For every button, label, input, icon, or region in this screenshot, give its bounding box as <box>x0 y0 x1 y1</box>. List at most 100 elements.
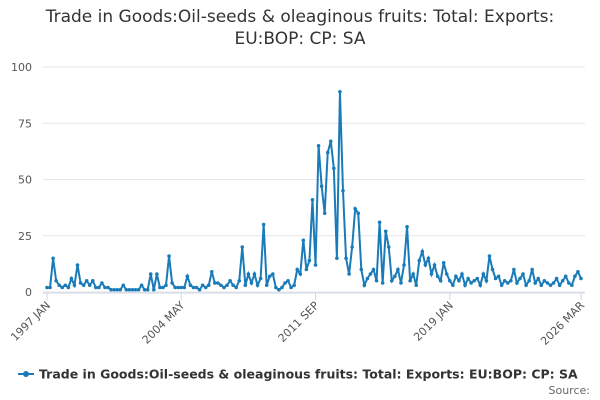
x-tick-label: 2019 JAN <box>411 299 456 344</box>
point <box>94 285 98 290</box>
point <box>441 260 446 265</box>
point <box>148 272 153 276</box>
point <box>216 281 220 285</box>
point <box>267 274 272 279</box>
point <box>380 281 385 285</box>
point <box>109 287 113 292</box>
point <box>347 272 351 276</box>
point <box>478 283 483 288</box>
point <box>377 220 382 225</box>
x-tick-label: 2004 MAY <box>140 299 188 347</box>
point <box>472 278 477 283</box>
point <box>466 276 470 281</box>
point <box>264 283 269 288</box>
point <box>527 278 531 283</box>
point <box>97 285 101 290</box>
x-tick-label: 2011 SEP <box>276 299 322 345</box>
point <box>515 281 519 285</box>
point <box>106 285 110 290</box>
point <box>130 287 135 292</box>
point <box>362 283 367 288</box>
point <box>289 285 293 290</box>
point <box>69 276 74 281</box>
point <box>206 283 211 288</box>
point <box>158 285 162 290</box>
point <box>573 274 577 279</box>
point <box>322 211 327 216</box>
point <box>356 211 361 216</box>
point <box>161 285 165 290</box>
point <box>551 281 556 285</box>
point <box>429 272 434 276</box>
y-tick-label: 75 <box>18 117 32 130</box>
chart-title: Trade in Goods:Oil-seeds & oleaginous fr… <box>45 7 555 49</box>
point <box>426 256 431 261</box>
point <box>457 278 461 283</box>
point <box>560 278 565 283</box>
point <box>127 287 132 292</box>
point <box>365 276 370 281</box>
point <box>213 281 217 285</box>
point <box>179 285 184 290</box>
point <box>444 272 449 276</box>
point <box>484 278 489 283</box>
point <box>255 283 260 288</box>
point <box>396 267 400 272</box>
legend-marker <box>23 371 29 377</box>
point <box>246 272 251 276</box>
point <box>463 283 467 288</box>
point <box>304 267 309 272</box>
point <box>332 166 336 171</box>
point <box>313 263 318 267</box>
point <box>505 281 510 285</box>
point <box>48 285 52 290</box>
point <box>200 283 205 288</box>
point <box>432 263 437 267</box>
point <box>566 281 571 285</box>
point <box>118 287 123 292</box>
x-tick-label: 2026 MAR <box>538 299 587 348</box>
point <box>124 287 129 292</box>
point <box>209 269 214 274</box>
point <box>234 285 238 290</box>
point <box>524 283 528 288</box>
point <box>286 278 290 283</box>
point <box>530 267 534 272</box>
point <box>277 287 281 292</box>
point <box>420 249 425 254</box>
point <box>136 287 141 292</box>
x-tick-label: 1997 JAN <box>8 299 53 344</box>
point <box>487 254 492 258</box>
point <box>45 285 49 290</box>
point <box>145 287 150 292</box>
point <box>460 272 464 276</box>
point <box>542 278 547 283</box>
point <box>344 256 348 261</box>
point <box>509 278 513 283</box>
point <box>438 278 443 283</box>
point <box>301 238 306 243</box>
y-tick-label: 25 <box>18 230 32 243</box>
point <box>258 276 263 281</box>
point <box>563 274 568 279</box>
point <box>371 267 376 272</box>
y-tick-label: 0 <box>25 286 32 299</box>
point <box>176 285 181 290</box>
point <box>164 283 168 288</box>
point <box>402 263 406 267</box>
point <box>435 274 440 279</box>
point <box>310 197 315 202</box>
point <box>170 281 174 285</box>
point <box>350 245 354 249</box>
point <box>133 287 138 292</box>
point <box>496 274 501 279</box>
point <box>66 285 71 290</box>
point <box>103 285 107 290</box>
y-tick-label: 100 <box>11 61 32 74</box>
point <box>539 283 544 288</box>
point <box>121 283 126 288</box>
point <box>237 278 242 283</box>
point <box>249 281 254 285</box>
